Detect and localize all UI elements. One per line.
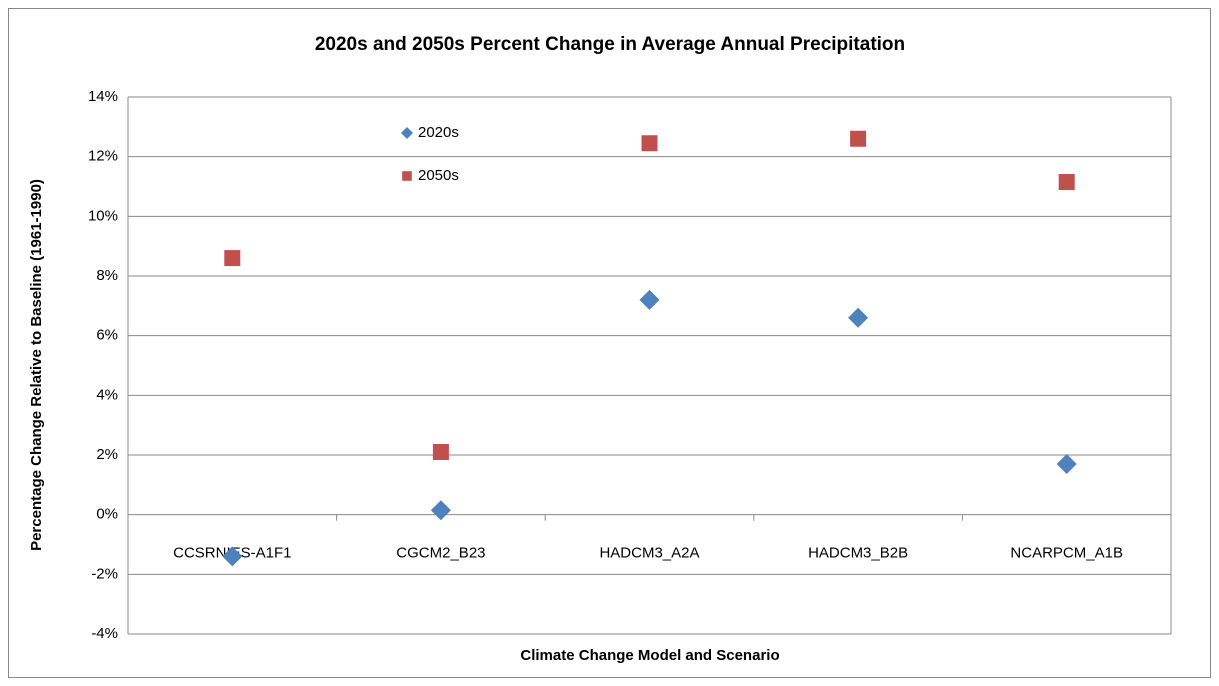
point	[432, 444, 449, 461]
legend-label: 2050s	[418, 167, 459, 184]
point	[639, 289, 660, 310]
y-tick-label: -2%	[91, 565, 118, 582]
y-tick-label: 6%	[96, 327, 118, 344]
point	[1058, 174, 1075, 191]
x-axis-label: Climate Change Model and Scenario	[520, 647, 779, 664]
legend-label: 2020s	[418, 124, 459, 141]
point	[850, 130, 867, 147]
point	[401, 127, 413, 139]
y-axis-label: Percentage Change Relative to Baseline (…	[28, 179, 45, 551]
x-tick-label: HADCM3_B2B	[808, 545, 908, 562]
y-tick-label: 0%	[96, 506, 118, 523]
y-tick-label: 12%	[88, 148, 118, 165]
x-tick-label: HADCM3_A2A	[599, 545, 699, 562]
point	[430, 500, 451, 521]
point	[402, 171, 412, 181]
x-tick-label: CGCM2_B23	[396, 545, 485, 562]
y-tick-label: 4%	[96, 386, 118, 403]
y-tick-label: 10%	[88, 207, 118, 224]
x-tick-label: NCARPCM_A1B	[1010, 545, 1123, 562]
y-tick-label: 14%	[88, 88, 118, 105]
y-tick-label: -4%	[91, 625, 118, 642]
point	[641, 135, 658, 152]
chart-title: 2020s and 2050s Percent Change in Averag…	[315, 34, 905, 55]
y-tick-label: 8%	[96, 267, 118, 284]
point	[1056, 453, 1077, 474]
point	[848, 307, 869, 328]
y-tick-label: 2%	[96, 446, 118, 463]
point	[222, 546, 243, 567]
point	[224, 250, 241, 267]
chart-border	[8, 8, 1211, 678]
